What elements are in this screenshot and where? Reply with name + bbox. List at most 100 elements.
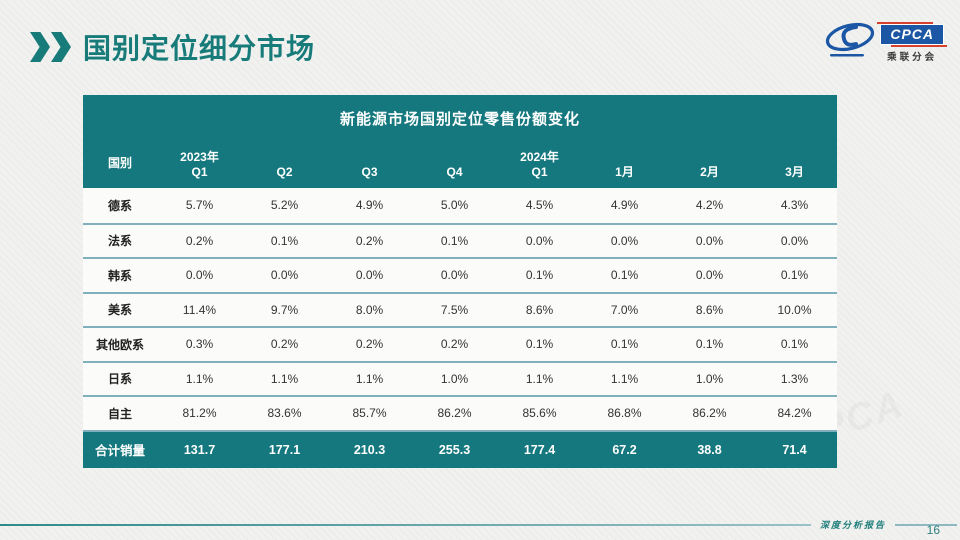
table-row: 美系 11.4% 9.7% 8.0% 7.5% 8.6% 7.0% 8.6% 10.0%: [83, 291, 837, 326]
row-label: 日系: [107, 372, 132, 387]
cell-value: 83.6%: [267, 406, 302, 421]
page-title: 国别定位细分市场: [83, 33, 316, 64]
cell-value: 4.9%: [610, 198, 639, 213]
cell-value: 85.7%: [352, 406, 387, 421]
cell-value: 0.1%: [270, 233, 299, 248]
cell-value: 0.0%: [695, 233, 724, 248]
cell-value: 210.3: [353, 442, 386, 457]
table-row: 法系 0.2% 0.1% 0.2% 0.1% 0.0% 0.0% 0.0% 0.0%: [83, 222, 837, 257]
cell-value: 1.1%: [270, 371, 299, 386]
cell-value: 1.0%: [440, 371, 469, 386]
column-header: Q4: [446, 165, 463, 180]
data-table: 新能源市场国别定位零售份额变化 国别 2023年 Q1 Q2 Q3 Q4 2024年 Q1 1月…: [83, 95, 837, 468]
column-header: 2024年 Q1: [520, 149, 559, 180]
cell-value: 67.2: [612, 442, 637, 457]
cell-value: 1.3%: [780, 371, 809, 386]
row-label: 合计销量: [94, 444, 145, 458]
cell-value: 84.2%: [777, 406, 812, 421]
cell-value: 0.2%: [185, 233, 214, 248]
cell-value: 86.2%: [437, 406, 472, 421]
column-header-country: 国别: [107, 156, 132, 171]
row-label: 法系: [107, 234, 132, 249]
cell-value: 0.0%: [440, 268, 469, 283]
table-total-row-container: 合计销量 131.7 177.1 210.3 255.3 177.4 67.2 38.8 71.…: [83, 429, 837, 468]
column-header: 2023年 Q1: [180, 149, 219, 180]
cell-value: 255.3: [438, 442, 471, 457]
table-row: 其他欧系 0.3% 0.2% 0.2% 0.2% 0.1% 0.1% 0.1% 0.1%: [83, 326, 837, 361]
cell-value: 0.0%: [355, 268, 384, 283]
table-row: 德系 5.7% 5.2% 4.9% 5.0% 4.5% 4.9% 4.2% 4.3%: [83, 188, 837, 223]
cell-value: 177.4: [523, 442, 556, 457]
cell-value: 1.1%: [525, 371, 554, 386]
footer-divider-line: [895, 523, 957, 526]
cell-value: 0.1%: [695, 337, 724, 352]
cell-value: 5.7%: [185, 198, 214, 213]
cell-value: 11.4%: [182, 302, 217, 317]
row-label: 德系: [107, 198, 132, 213]
cell-value: 0.1%: [780, 268, 809, 283]
cpca-logo: CPCA 乘联分会: [823, 20, 947, 64]
cell-value: 7.5%: [440, 302, 469, 317]
footer-label: 深度分析报告: [819, 520, 886, 530]
column-header: Q2: [276, 165, 293, 180]
cell-value: 0.1%: [525, 268, 554, 283]
cell-value: 10.0%: [777, 302, 812, 317]
cell-value: 71.4: [782, 442, 807, 457]
cell-value: 9.7%: [270, 302, 299, 317]
cell-value: 131.7: [183, 442, 216, 457]
slide-footer: 深度分析报告: [0, 518, 960, 531]
cell-value: 0.0%: [270, 268, 299, 283]
table-title: 新能源市场国别定位零售份额变化: [339, 110, 580, 128]
column-header: Q3: [361, 165, 378, 180]
cpca-acronym: CPCA: [877, 22, 947, 47]
row-label: 美系: [107, 303, 132, 318]
row-label: 韩系: [107, 268, 132, 283]
cpca-logo-text: CPCA 乘联分会: [877, 22, 947, 63]
cell-value: 0.0%: [780, 233, 809, 248]
cell-value: 0.2%: [355, 233, 384, 248]
cell-value: 1.1%: [610, 371, 639, 386]
column-header: 3月: [785, 165, 804, 180]
column-header: 1月: [615, 165, 634, 180]
cell-value: 0.1%: [780, 337, 809, 352]
cell-value: 85.6%: [522, 406, 557, 421]
cell-value: 0.0%: [185, 268, 214, 283]
cell-value: 1.1%: [185, 371, 214, 386]
cell-value: 1.1%: [355, 371, 384, 386]
cell-value: 0.2%: [440, 337, 469, 352]
row-label: 其他欧系: [95, 337, 144, 352]
cpca-emblem-icon: [826, 22, 875, 57]
cell-value: 0.2%: [355, 337, 384, 352]
slide-header: 国别定位细分市场: [30, 27, 315, 67]
cell-value: 5.0%: [440, 198, 469, 213]
row-label: 自主: [107, 406, 132, 421]
cell-value: 0.1%: [525, 337, 554, 352]
cell-value: 4.9%: [355, 198, 384, 213]
cell-value: 7.0%: [610, 302, 639, 317]
cell-value: 4.2%: [695, 198, 724, 213]
cell-value: 4.5%: [525, 198, 554, 213]
cell-value: 0.1%: [610, 337, 639, 352]
cpca-subtitle: 乘联分会: [887, 52, 938, 63]
table-header: 新能源市场国别定位零售份额变化 国别 2023年 Q1 Q2 Q3 Q4 2024年 Q1 1月…: [83, 95, 837, 188]
cell-value: 4.3%: [780, 198, 809, 213]
cell-value: 81.2%: [182, 406, 217, 421]
table-column-headers: 国别 2023年 Q1 Q2 Q3 Q4 2024年 Q1 1月 2月 3月: [83, 141, 837, 188]
table-row: 韩系 0.0% 0.0% 0.0% 0.0% 0.1% 0.1% 0.0% 0.1%: [83, 257, 837, 292]
cell-value: 0.1%: [610, 268, 639, 283]
chevron-right-icon: [51, 32, 71, 62]
cell-value: 0.1%: [440, 233, 469, 248]
cell-value: 0.0%: [525, 233, 554, 248]
column-header: 2月: [700, 165, 719, 180]
chevron-right-icon: [30, 32, 50, 62]
cell-value: 8.0%: [355, 302, 384, 317]
page-number: 16: [926, 523, 940, 537]
cell-value: 0.0%: [695, 268, 724, 283]
cell-value: 86.8%: [607, 406, 642, 421]
table-row: 日系 1.1% 1.1% 1.1% 1.0% 1.1% 1.1% 1.0% 1.3%: [83, 360, 837, 395]
cell-value: 8.6%: [695, 302, 724, 317]
table-row: 自主 81.2% 83.6% 85.7% 86.2% 85.6% 86.8% 86.2% 84.…: [83, 395, 837, 430]
table-row: 合计销量 131.7 177.1 210.3 255.3 177.4 67.2 38.8 71.…: [83, 429, 837, 468]
cell-value: 0.3%: [185, 337, 214, 352]
